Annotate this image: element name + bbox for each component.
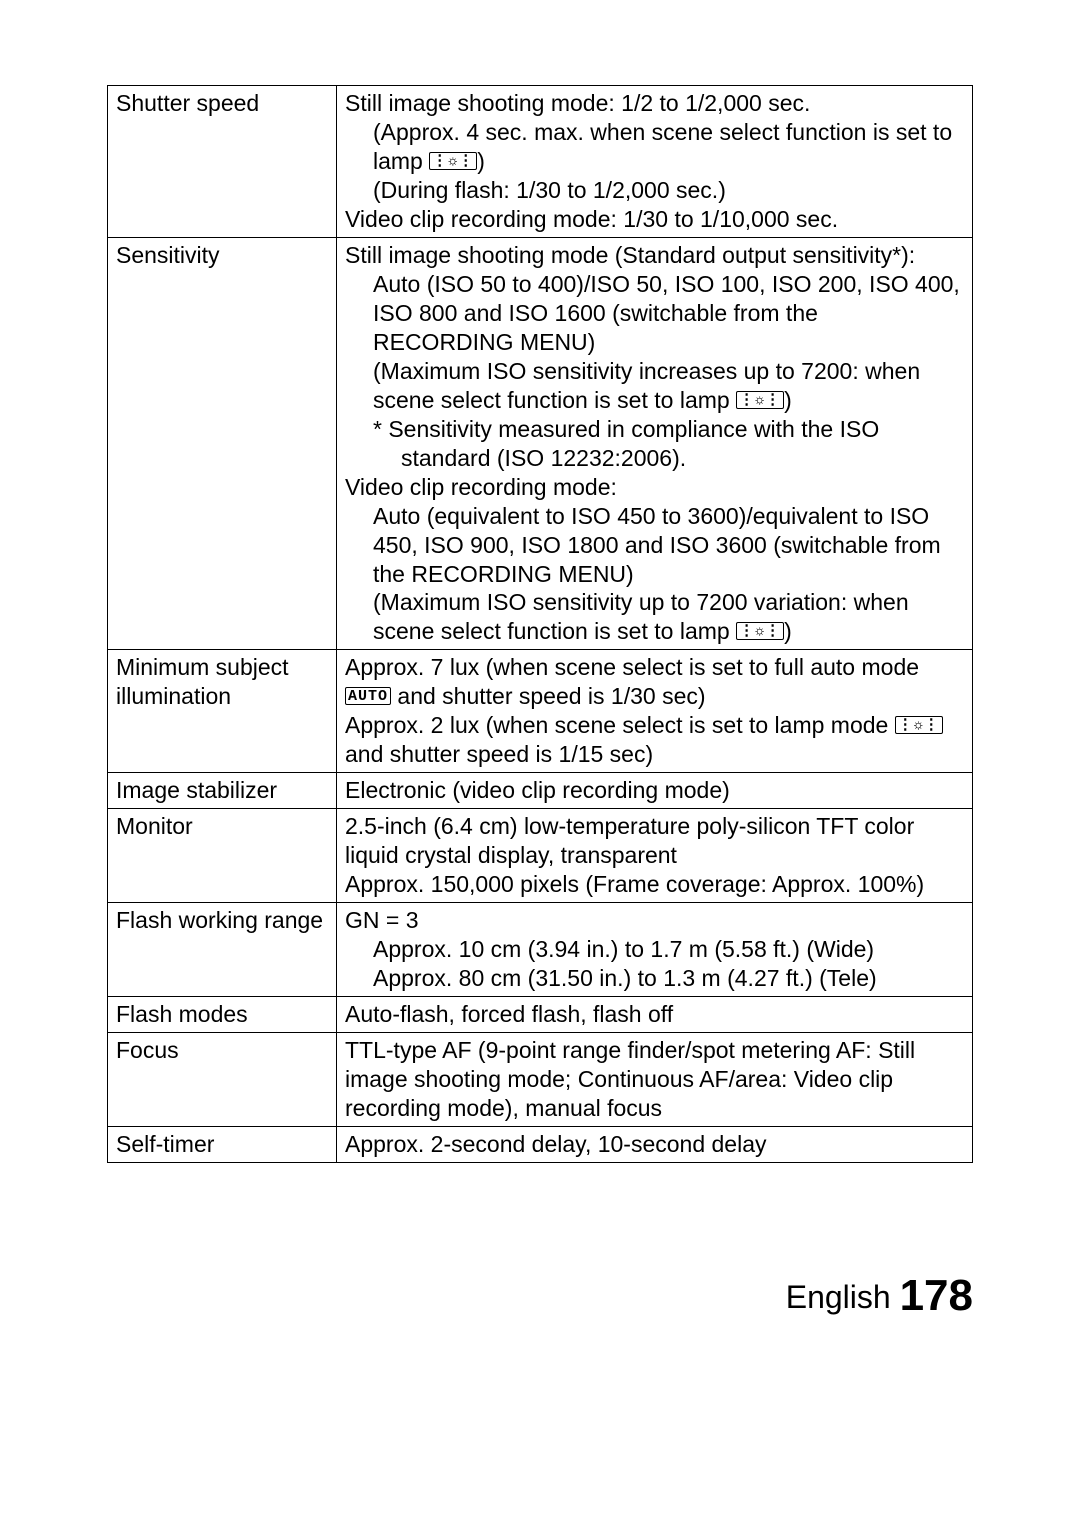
spec-value-line: Approx. 2-second delay, 10-second delay xyxy=(345,1130,964,1159)
spec-text: 2.5-inch (6.4 cm) low-temperature poly-s… xyxy=(345,813,914,868)
lamp-icon: ⋮☼⋮ xyxy=(895,716,943,734)
spec-text: Approx. 2-second delay, 10-second delay xyxy=(345,1131,767,1157)
spec-text: Still image shooting mode (Standard outp… xyxy=(345,242,915,268)
table-row: Minimum subject illumination Approx. 7 lu… xyxy=(108,650,973,773)
spec-value-line: Auto-flash, forced flash, flash off xyxy=(345,1000,964,1029)
spec-value: Electronic (video clip recording mode) xyxy=(337,773,973,809)
spec-text-after: ) xyxy=(784,387,792,413)
table-row: Shutter speed Still image shooting mode: … xyxy=(108,86,973,238)
spec-label: Minimum subject illumination xyxy=(108,650,337,773)
spec-value-line: Video clip recording mode: 1/30 to 1/10,… xyxy=(345,205,964,234)
spec-text: (Maximum ISO sensitivity up to 7200 vari… xyxy=(373,589,909,644)
spec-text: Approx. 10 cm (3.94 in.) to 1.7 m (5.58 … xyxy=(373,936,874,962)
table-row: Sensitivity Still image shooting mode (St… xyxy=(108,237,973,650)
lamp-icon: ⋮☼⋮ xyxy=(429,152,477,170)
table-row: Monitor2.5-inch (6.4 cm) low-temperature… xyxy=(108,809,973,903)
spec-label: Self-timer xyxy=(108,1126,337,1162)
spec-text: Still image shooting mode: 1/2 to 1/2,00… xyxy=(345,90,810,116)
spec-value-line: 2.5-inch (6.4 cm) low-temperature poly-s… xyxy=(345,812,964,870)
spec-value-line: Still image shooting mode: 1/2 to 1/2,00… xyxy=(345,89,964,118)
auto-icon: AUTO xyxy=(345,687,391,705)
spec-value: TTL-type AF (9-point range finder/spot m… xyxy=(337,1033,973,1127)
spec-value-line: (Maximum ISO sensitivity increases up to… xyxy=(345,357,964,415)
spec-text: * Sensitivity measured in compliance wit… xyxy=(373,416,879,442)
table-row: Self-timer Approx. 2-second delay, 10-sec… xyxy=(108,1126,973,1162)
spec-value-line: Approx. 7 lux (when scene select is set … xyxy=(345,653,964,711)
spec-value-line: (Approx. 4 sec. max. when scene select f… xyxy=(345,118,964,176)
spec-value: 2.5-inch (6.4 cm) low-temperature poly-s… xyxy=(337,809,973,903)
spec-value-line: Approx. 150,000 pixels (Frame coverage: … xyxy=(345,870,964,899)
spec-value-line: Auto (equivalent to ISO 450 to 3600)/equ… xyxy=(345,502,964,589)
spec-label: Shutter speed xyxy=(108,86,337,238)
spec-text: Approx. 150,000 pixels (Frame coverage: … xyxy=(345,871,924,897)
spec-value-line: Approx. 10 cm (3.94 in.) to 1.7 m (5.58 … xyxy=(345,935,964,964)
page-footer: English 178 xyxy=(786,1271,973,1321)
table-body: Shutter speed Still image shooting mode: … xyxy=(108,86,973,1163)
spec-text-after: and shutter speed is 1/15 sec) xyxy=(345,741,653,767)
spec-text: Video clip recording mode: xyxy=(345,474,617,500)
spec-value-line: (Maximum ISO sensitivity up to 7200 vari… xyxy=(345,588,964,646)
spec-text: (During flash: 1/30 to 1/2,000 sec.) xyxy=(373,177,726,203)
spec-text-after: ) xyxy=(477,148,485,174)
spec-text: Auto (ISO 50 to 400)/ISO 50, ISO 100, IS… xyxy=(373,271,960,355)
spec-value: Still image shooting mode: 1/2 to 1/2,00… xyxy=(337,86,973,238)
spec-text: Auto (equivalent to ISO 450 to 3600)/equ… xyxy=(373,503,941,587)
spec-value-line: Video clip recording mode: xyxy=(345,473,964,502)
spec-value: Auto-flash, forced flash, flash off xyxy=(337,997,973,1033)
spec-text: standard (ISO 12232:2006). xyxy=(401,445,686,471)
spec-label: Monitor xyxy=(108,809,337,903)
spec-value-line: * Sensitivity measured in compliance wit… xyxy=(345,415,964,444)
spec-label: Flash working range xyxy=(108,903,337,997)
spec-text-after: ) xyxy=(784,618,792,644)
spec-text: Approx. 7 lux (when scene select is set … xyxy=(345,654,919,680)
spec-text: GN = 3 xyxy=(345,907,419,933)
table-row: Image stabilizer Electronic (video clip r… xyxy=(108,773,973,809)
spec-value-line: (During flash: 1/30 to 1/2,000 sec.) xyxy=(345,176,964,205)
spec-value-line: Auto (ISO 50 to 400)/ISO 50, ISO 100, IS… xyxy=(345,270,964,357)
spec-text: Auto-flash, forced flash, flash off xyxy=(345,1001,673,1027)
spec-text: Approx. 80 cm (31.50 in.) to 1.3 m (4.27… xyxy=(373,965,877,991)
spec-text: Video clip recording mode: 1/30 to 1/10,… xyxy=(345,206,838,232)
spec-text: TTL-type AF (9-point range finder/spot m… xyxy=(345,1037,915,1121)
spec-text: (Maximum ISO sensitivity increases up to… xyxy=(373,358,920,413)
footer-page-number: 178 xyxy=(900,1271,973,1320)
spec-value: Still image shooting mode (Standard outp… xyxy=(337,237,973,650)
spec-value-line: standard (ISO 12232:2006). xyxy=(345,444,964,473)
page: Shutter speed Still image shooting mode: … xyxy=(0,0,1080,1521)
table-row: FocusTTL-type AF (9-point range finder/s… xyxy=(108,1033,973,1127)
spec-value-line: Electronic (video clip recording mode) xyxy=(345,776,964,805)
spec-text: Approx. 2 lux (when scene select is set … xyxy=(345,712,895,738)
table-row: Flash modes Auto-flash, forced flash, fla… xyxy=(108,997,973,1033)
spec-value-line: Approx. 80 cm (31.50 in.) to 1.3 m (4.27… xyxy=(345,964,964,993)
table-row: Flash working range GN = 3 Approx. 10 cm (… xyxy=(108,903,973,997)
spec-label: Sensitivity xyxy=(108,237,337,650)
spec-label: Image stabilizer xyxy=(108,773,337,809)
spec-label: Flash modes xyxy=(108,997,337,1033)
spec-value-line: Still image shooting mode (Standard outp… xyxy=(345,241,964,270)
spec-value: Approx. 2-second delay, 10-second delay xyxy=(337,1126,973,1162)
spec-label: Focus xyxy=(108,1033,337,1127)
footer-language: English xyxy=(786,1279,891,1315)
spec-value: Approx. 7 lux (when scene select is set … xyxy=(337,650,973,773)
spec-text: Electronic (video clip recording mode) xyxy=(345,777,730,803)
lamp-icon: ⋮☼⋮ xyxy=(736,391,784,409)
specifications-table: Shutter speed Still image shooting mode: … xyxy=(107,85,973,1163)
spec-value: GN = 3 Approx. 10 cm (3.94 in.) to 1.7 m … xyxy=(337,903,973,997)
spec-text-after: and shutter speed is 1/30 sec) xyxy=(391,683,706,709)
lamp-icon: ⋮☼⋮ xyxy=(736,622,784,640)
spec-value-line: Approx. 2 lux (when scene select is set … xyxy=(345,711,964,769)
spec-value-line: GN = 3 xyxy=(345,906,964,935)
spec-value-line: TTL-type AF (9-point range finder/spot m… xyxy=(345,1036,964,1123)
